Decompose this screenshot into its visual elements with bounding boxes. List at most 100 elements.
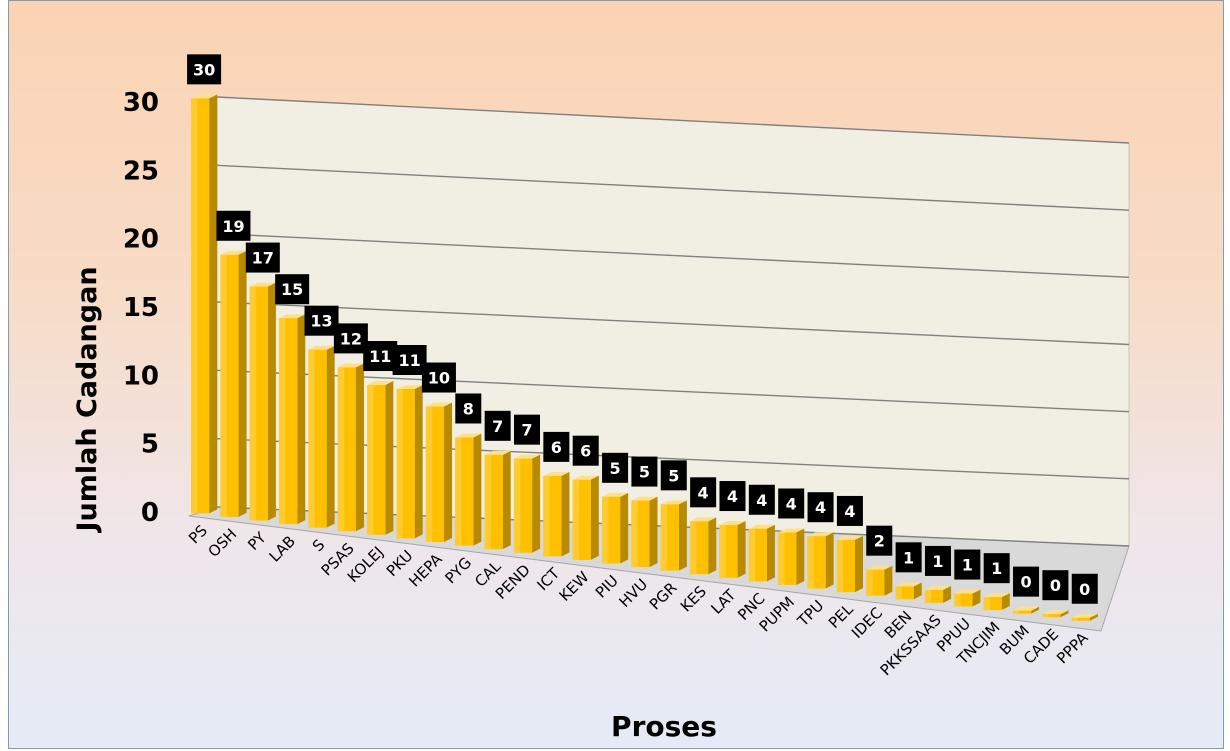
bar-side xyxy=(414,385,423,539)
data-label: 4 xyxy=(836,495,863,526)
bar xyxy=(572,475,599,560)
bar-side xyxy=(473,433,482,546)
data-label-text: 15 xyxy=(281,280,303,299)
bar xyxy=(543,471,570,557)
data-label: 0 xyxy=(1071,573,1098,604)
data-label-text: 17 xyxy=(252,249,274,268)
bar-top xyxy=(719,521,746,526)
data-label-box xyxy=(484,410,511,441)
data-label-text: 1 xyxy=(903,548,914,567)
x-tick-label: OSH xyxy=(204,525,240,561)
data-label: 11 xyxy=(363,341,398,372)
data-label-text: 8 xyxy=(463,399,474,418)
bar-side xyxy=(1031,606,1040,614)
data-label: 4 xyxy=(778,488,805,519)
bar-highlight xyxy=(954,593,961,607)
bars xyxy=(191,94,1098,621)
data-label-text: 30 xyxy=(193,60,215,79)
bar-highlight xyxy=(455,437,462,546)
gridline xyxy=(216,164,1130,211)
bar-top xyxy=(866,565,893,570)
bar-top xyxy=(690,517,717,522)
x-tick-label: PS xyxy=(185,521,211,547)
bar xyxy=(690,517,717,575)
bar xyxy=(836,535,864,593)
bar-top xyxy=(954,589,981,594)
bar-side xyxy=(532,454,541,553)
bar-highlight xyxy=(836,539,844,593)
bar xyxy=(866,565,893,596)
x-tick-label: LAB xyxy=(266,532,299,565)
data-label-box xyxy=(983,553,1010,584)
bar-side xyxy=(943,585,952,603)
bar xyxy=(954,589,981,607)
bar-side xyxy=(884,565,893,596)
bar xyxy=(631,496,658,568)
bar xyxy=(249,282,276,521)
data-label: 11 xyxy=(392,345,427,376)
bar-highlight xyxy=(807,536,814,589)
bar xyxy=(748,524,775,582)
bar-side xyxy=(355,363,364,532)
y-axis-ticks: 0 5 10 15 20 25 30 xyxy=(123,88,159,528)
data-label: 6 xyxy=(572,435,599,466)
data-label-box xyxy=(748,484,775,515)
bar-front xyxy=(1012,610,1032,614)
data-label-box xyxy=(954,549,981,580)
bar xyxy=(337,363,364,532)
bar-highlight xyxy=(748,528,756,582)
data-label-box xyxy=(216,210,251,241)
bar xyxy=(513,454,541,553)
bar-highlight xyxy=(660,504,668,571)
data-label-text: 0 xyxy=(1079,580,1090,599)
bar-side xyxy=(385,381,394,535)
bar-highlight xyxy=(601,496,609,564)
bar xyxy=(778,528,805,585)
data-label: 5 xyxy=(602,452,629,483)
x-tick-label: HVU xyxy=(616,575,652,611)
bar xyxy=(719,521,746,578)
chart-frame: 0 5 10 15 20 25 30 30 19 17 15 13 12 11 11 10 8 7 7 6 6 5 5 5 4… xyxy=(8,0,1224,749)
bar-side xyxy=(209,94,218,514)
bar-top xyxy=(1042,610,1069,615)
bar-highlight xyxy=(631,500,638,568)
data-label-box xyxy=(455,393,482,424)
bar xyxy=(1042,610,1069,618)
data-label: 19 xyxy=(216,210,251,241)
bar-top xyxy=(660,500,687,505)
bar-top xyxy=(191,94,218,99)
bar-side xyxy=(590,475,599,560)
bar-top xyxy=(778,528,805,533)
data-label-text: 19 xyxy=(222,217,244,236)
data-label: 30 xyxy=(187,54,222,85)
bar-highlight xyxy=(1012,610,1020,614)
bar-side xyxy=(649,496,658,568)
bar-highlight xyxy=(572,479,579,560)
y-tick-label: 10 xyxy=(123,361,159,391)
bar-highlight xyxy=(866,569,873,596)
bar xyxy=(425,402,453,542)
bar-side xyxy=(326,345,335,528)
bar-side xyxy=(708,517,717,575)
data-label-text: 4 xyxy=(698,483,709,502)
bar xyxy=(895,582,922,600)
data-label-text: 0 xyxy=(1050,576,1061,595)
data-label: 7 xyxy=(514,414,541,445)
bar xyxy=(983,593,1010,611)
data-label: 4 xyxy=(690,477,717,508)
bar-top xyxy=(513,454,541,459)
bar-highlight xyxy=(191,98,198,514)
bar-top xyxy=(924,585,952,590)
data-label-box xyxy=(807,492,834,523)
data-label-box xyxy=(187,54,222,85)
bar-highlight xyxy=(484,454,491,550)
data-label-text: 5 xyxy=(639,463,650,482)
bar xyxy=(367,381,394,535)
bar xyxy=(484,450,511,550)
x-tick-label: S xyxy=(309,536,328,555)
gridline xyxy=(216,369,1130,413)
bar-highlight xyxy=(396,389,403,539)
data-label-box xyxy=(304,305,339,336)
data-label: 12 xyxy=(333,323,368,354)
